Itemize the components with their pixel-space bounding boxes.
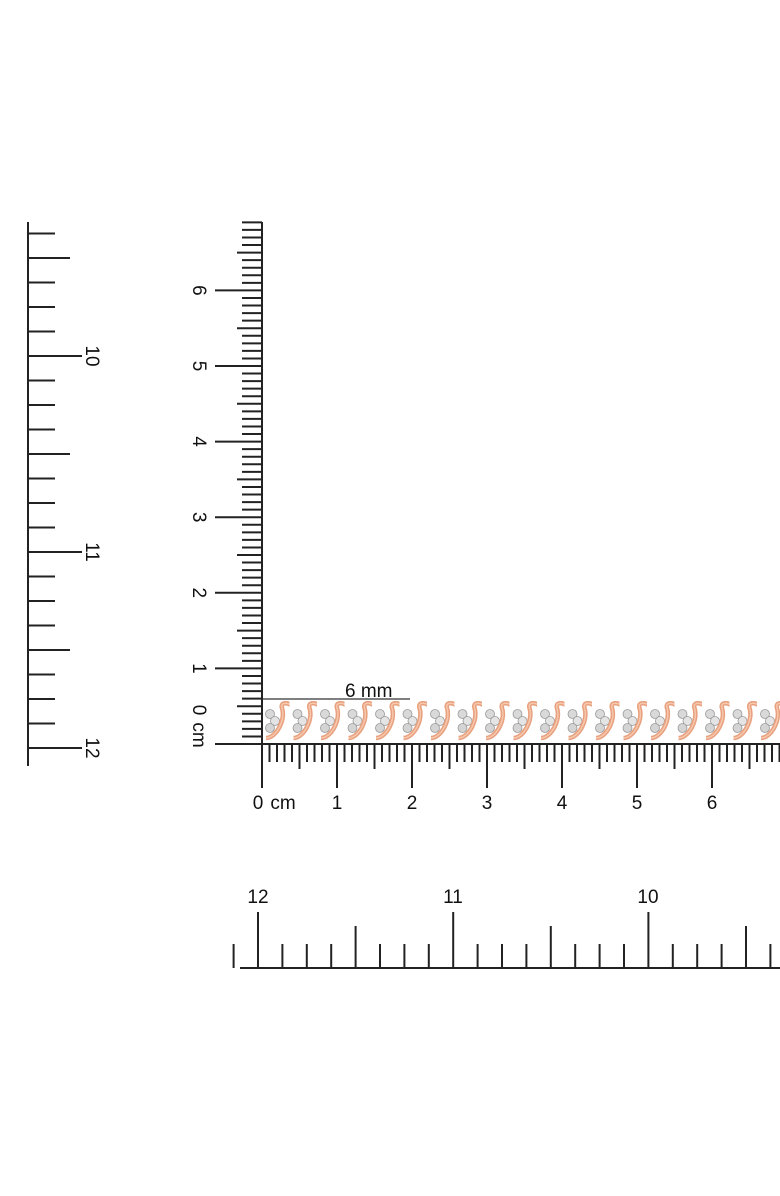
ruler-label: 1	[188, 663, 209, 674]
ruler-unit: cm	[270, 793, 295, 814]
ruler-label: 12	[247, 887, 268, 908]
ruler-label: 11	[443, 887, 463, 908]
ruler-label: 11	[81, 542, 102, 562]
ruler-label: 4	[557, 793, 568, 814]
ruler-label: 5	[188, 361, 209, 372]
ruler-label: 5	[632, 793, 643, 814]
ruler-label: 4	[188, 436, 209, 447]
ruler-label: 0	[253, 793, 264, 814]
ruler-label: 2	[188, 588, 209, 599]
ruler-label: 6	[188, 285, 209, 296]
ruler-unit: cm	[188, 722, 209, 747]
ruler-label: 2	[407, 793, 418, 814]
ruler-label: 3	[482, 793, 493, 814]
ruler-label: 10	[81, 345, 102, 366]
ruler-label: 12	[81, 737, 102, 758]
ruler-label: 0	[188, 705, 209, 716]
ruler-label: 1	[332, 793, 343, 814]
measure-label: 6 mm	[345, 681, 393, 702]
ruler-label: 10	[637, 887, 658, 908]
bracelet	[262, 700, 780, 742]
ruler-label: 3	[188, 512, 209, 523]
ruler-label: 6	[707, 793, 718, 814]
